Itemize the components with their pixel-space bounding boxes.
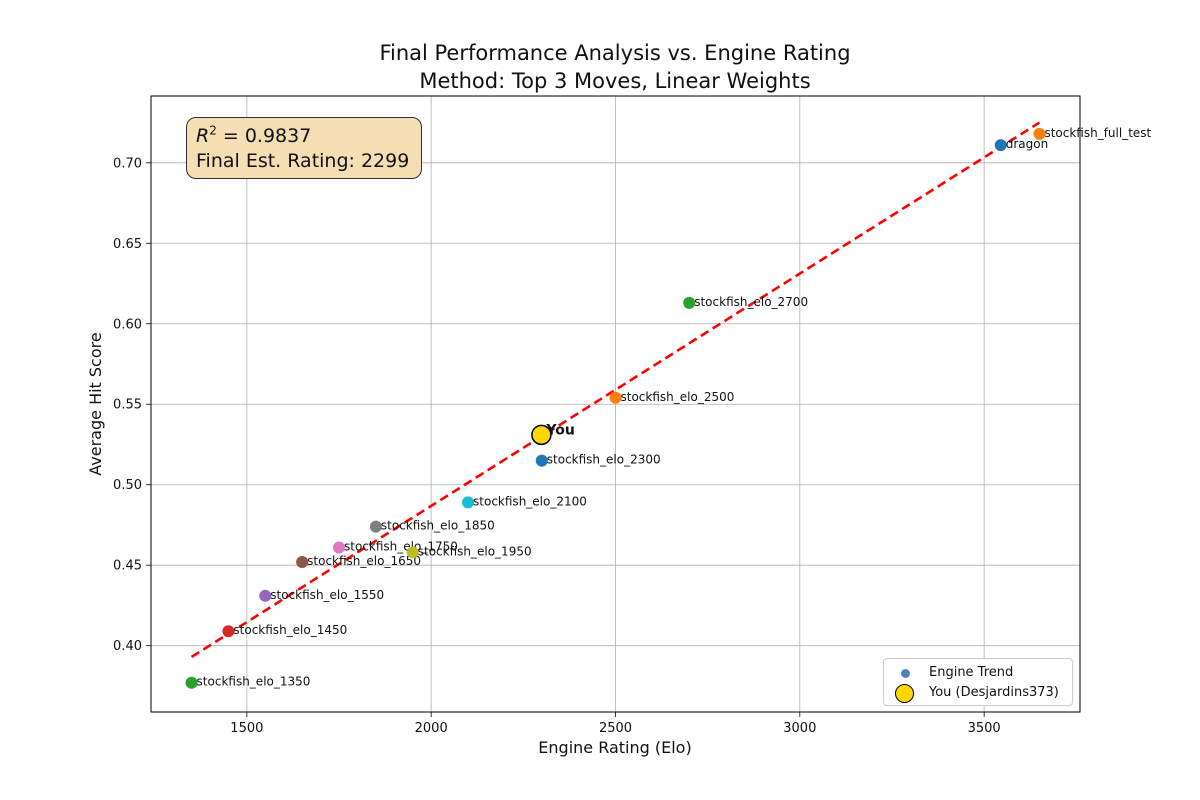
engine-point <box>259 589 272 602</box>
engine-point-label: stockfish_elo_1650 <box>307 554 421 568</box>
chart-title-line1: Final Performance Analysis vs. Engine Ra… <box>379 41 851 65</box>
engine-point-label: stockfish_elo_1450 <box>233 623 347 637</box>
legend-label-engine: Engine Trend <box>929 665 1014 680</box>
legend: Engine Trend You (Desjardins373) <box>883 658 1073 706</box>
y-tick-label: 0.50 <box>113 478 142 493</box>
x-tick-label: 2000 <box>415 721 448 736</box>
engine-point-label: dragon <box>1006 137 1048 151</box>
engine-point <box>296 555 309 568</box>
stats-annotation-box: R2 = 0.9837 Final Est. Rating: 2299 <box>186 117 422 179</box>
x-axis-title: Engine Rating (Elo) <box>538 738 691 757</box>
r-squared-value: = 0.9837 <box>216 125 312 147</box>
engine-point <box>222 625 235 638</box>
engine-point <box>333 541 346 554</box>
grid-lines <box>151 96 1080 712</box>
axis-ticks: 1500 2000 2500 3000 3500 0.40 0.45 0.50 0.55 0.60… <box>113 156 1001 736</box>
engine-point-label: stockfish_elo_2300 <box>547 453 661 467</box>
r-symbol: R <box>196 125 210 147</box>
x-tick-label: 2500 <box>599 721 632 736</box>
engine-point-label: stockfish_elo_2700 <box>694 295 808 309</box>
engine-point-label: stockfish_elo_2100 <box>473 494 587 508</box>
engine-point-label: stockfish_elo_1750 <box>344 539 458 553</box>
r-exponent: 2 <box>209 123 217 138</box>
x-tick-label: 1500 <box>230 721 263 736</box>
y-tick-label: 0.45 <box>113 559 142 574</box>
engine-point <box>185 676 198 689</box>
y-tick-label: 0.60 <box>113 317 142 332</box>
you-point <box>531 424 552 446</box>
y-tick-label: 0.55 <box>113 398 142 413</box>
x-tick-label: 3000 <box>783 721 816 736</box>
legend-marker-you <box>895 684 914 703</box>
r-squared-text: R2 = 0.9837 <box>196 124 412 149</box>
estimated-rating-text: Final Est. Rating: 2299 <box>196 150 410 172</box>
engine-point <box>535 454 548 467</box>
data-points: stockfish_elo_1350 stockfish_elo_1450 stoc… <box>185 126 1152 689</box>
engine-point <box>369 520 382 533</box>
engine-point-label: stockfish_elo_1350 <box>197 675 311 689</box>
legend-marker-engine <box>901 669 910 678</box>
engine-point <box>406 546 419 559</box>
y-axis-title: Average Hit Score <box>86 332 105 475</box>
x-tick-label: 3500 <box>968 721 1001 736</box>
y-tick-label: 0.40 <box>113 639 142 654</box>
engine-point-label: stockfish_elo_1950 <box>418 544 532 558</box>
engine-point-label: stockfish_elo_2500 <box>621 390 735 404</box>
engine-point <box>994 139 1007 152</box>
you-point-label: You <box>545 422 574 438</box>
chart-title-line2: Method: Top 3 Moves, Linear Weights <box>419 69 811 93</box>
engine-point-label: stockfish_full_test <box>1044 126 1151 140</box>
engine-point <box>1033 127 1046 140</box>
engine-point-label: stockfish_elo_1850 <box>381 519 495 533</box>
y-tick-label: 0.70 <box>113 156 142 171</box>
engine-point <box>683 296 696 309</box>
legend-label-you: You (Desjardins373) <box>929 685 1059 700</box>
y-tick-label: 0.65 <box>113 237 142 252</box>
engine-point <box>462 496 475 509</box>
engine-point <box>609 391 622 404</box>
engine-point-label: stockfish_elo_1550 <box>270 588 384 602</box>
